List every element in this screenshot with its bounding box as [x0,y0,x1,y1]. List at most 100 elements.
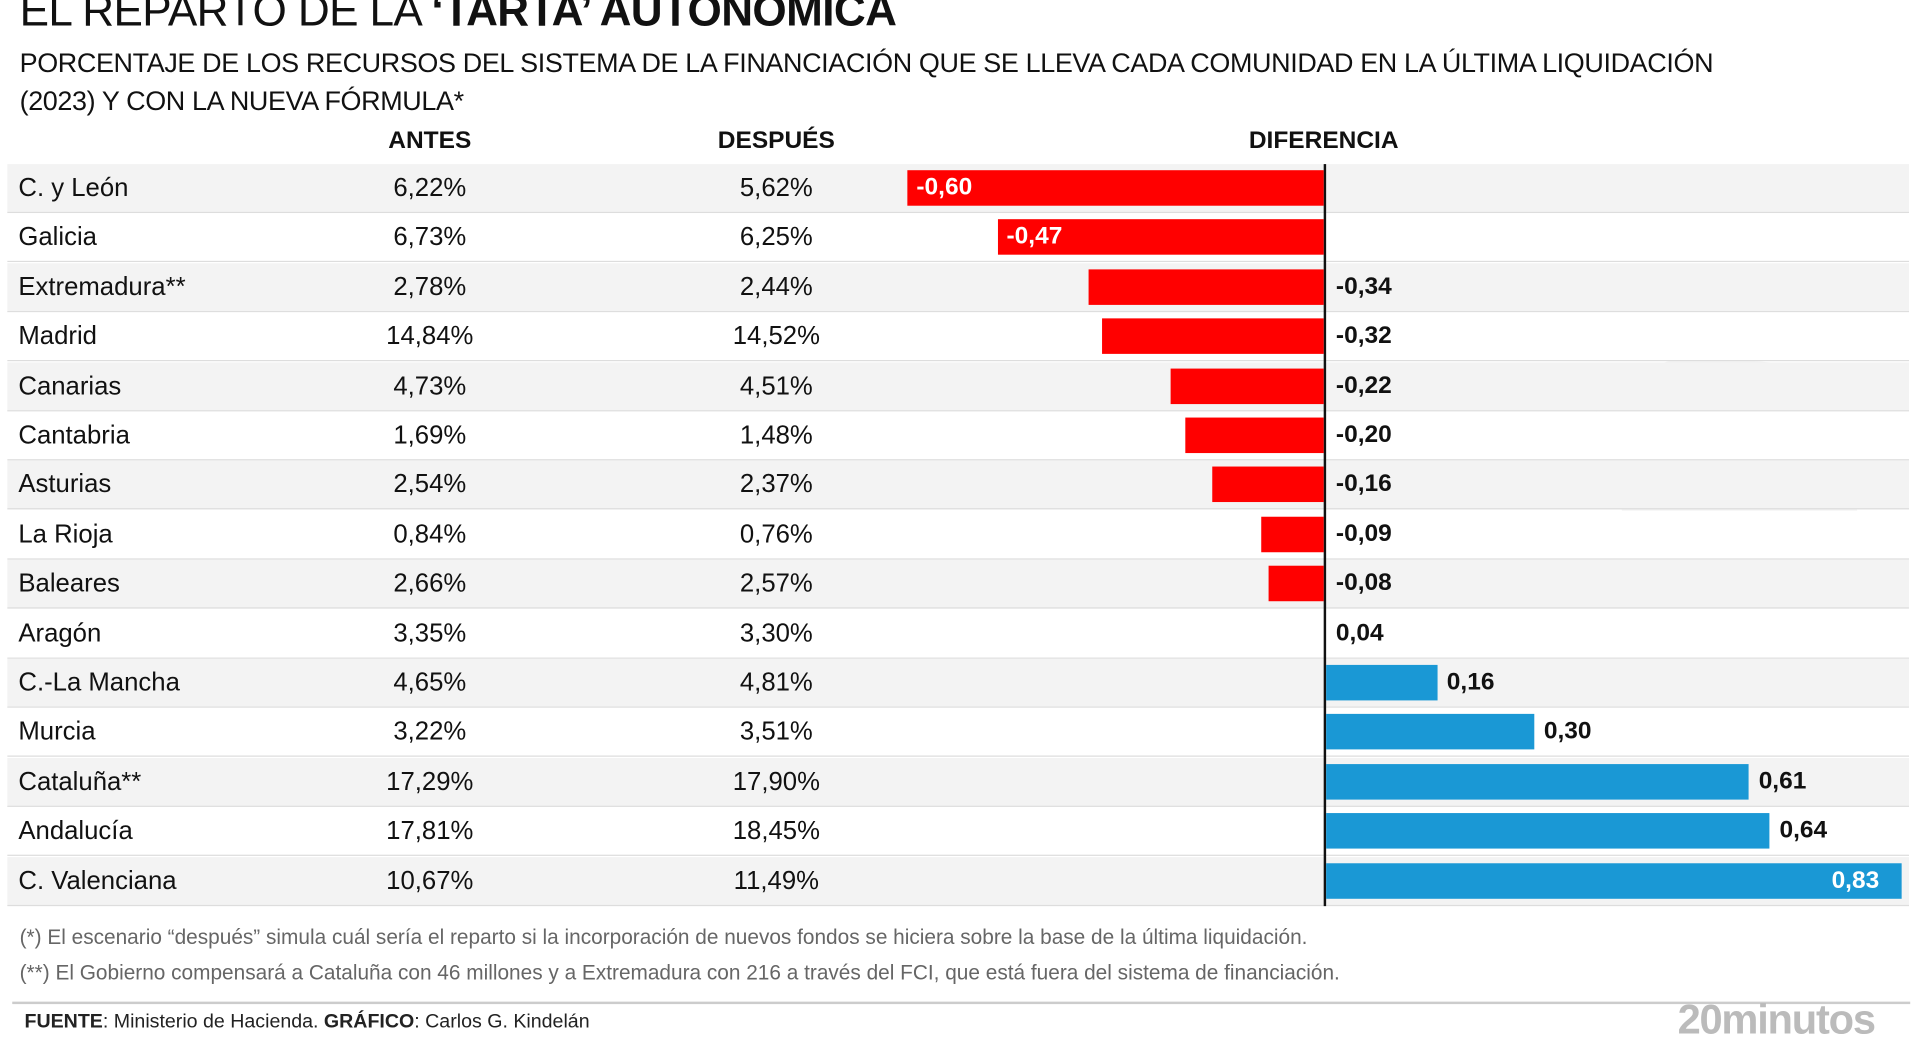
subtitle: PORCENTAJE DE LOS RECURSOS DEL SISTEMA D… [19,47,1714,117]
despues-value: 1,48% [739,421,813,450]
negative-diff-bar [1185,417,1324,454]
positive-diff-bar [1326,664,1438,701]
region-name: Aragón [18,619,102,648]
antes-value: 6,73% [393,223,467,252]
antes-value: 4,65% [393,668,467,697]
positive-diff-bar [1326,862,1902,899]
negative-diff-bar [907,170,1324,206]
positive-diff-bar [1326,813,1770,849]
region-name: Cantabria [18,421,130,450]
diff-label: -0,32 [1335,322,1392,350]
antes-value: 2,54% [393,470,467,499]
antes-value: 0,84% [393,520,467,549]
diff-label: 0,04 [1335,619,1384,647]
diff-label: -0,34 [1335,272,1392,300]
region-name: Andalucía [18,816,133,846]
header-diferencia: DIFERENCIA [1248,127,1399,155]
despues-value: 18,45% [732,816,820,846]
header-despues: DESPUÉS [717,127,835,155]
antes-value: 3,35% [393,619,467,648]
table-row: Aragón 3,35% 3,30% [7,609,1909,659]
antes-value: 4,73% [393,371,467,400]
negative-diff-bar [1171,368,1324,404]
source-label: FUENTE [24,1011,103,1033]
region-name: Galicia [18,223,97,252]
antes-value: 14,84% [386,322,474,351]
antes-value: 17,81% [386,816,474,846]
table-row: La Rioja 0,84% 0,76% [7,510,1909,560]
divider [12,1001,1911,1004]
table-row: Galicia 6,73% 6,25% [7,213,1909,263]
title: EL REPARTO DE LA ‘TARTA’ AUTONÓMICA [20,0,897,37]
title-bold: ‘TARTA’ AUTONÓMICA [431,0,897,36]
despues-value: 0,76% [739,520,813,549]
negative-diff-bar [997,219,1324,256]
region-name: Extremadura** [18,272,186,301]
table-row: Murcia 3,22% 3,51% [7,708,1909,758]
diff-label: -0,60 [916,173,973,201]
source-text: : Ministerio de Hacienda. [102,1011,324,1033]
negative-diff-bar [1101,318,1324,355]
diff-label: 0,83 [1831,866,1880,894]
table-row: Canarias 4,73% 4,51% [7,361,1909,411]
despues-value: 11,49% [733,866,819,895]
region-name: C. Valenciana [18,866,177,895]
graphic-text: : Carlos G. Kindelán [414,1011,590,1033]
title-regular: EL REPARTO DE LA [19,0,432,36]
antes-value: 2,78% [393,272,467,301]
logo-20minutos: 20minutos [1677,996,1876,1044]
table-row: Extremadura** 2,78% 2,44% [7,263,1909,312]
despues-value: 4,51% [739,371,813,400]
positive-diff-bar [1326,763,1749,800]
table-row: Madrid 14,84% 14,52% [7,312,1909,362]
diff-label: -0,22 [1335,371,1392,399]
region-name: Baleares [18,569,120,598]
table-row: Baleares 2,66% 2,57% [7,559,1909,609]
region-name: Madrid [18,322,97,351]
despues-value: 2,57% [739,569,813,598]
region-name: C. y León [18,173,129,203]
region-name: Cataluña** [18,767,142,796]
header-antes: ANTES [388,127,472,155]
negative-diff-bar [1212,467,1324,503]
despues-value: 2,37% [739,470,813,499]
zero-axis [1323,164,1327,907]
diff-label: 0,61 [1758,767,1807,795]
diff-label: -0,20 [1335,421,1392,449]
despues-value: 17,90% [732,767,820,796]
antes-value: 6,22% [393,173,467,203]
graphic-label: GRÁFICO [323,1011,415,1033]
antes-value: 2,66% [393,569,467,598]
table-row: Cantabria 1,69% 1,48% [7,411,1909,461]
antes-value: 1,69% [393,421,467,450]
region-name: Canarias [18,371,122,400]
diff-label: 0,16 [1446,668,1495,696]
table-row: Asturias 2,54% 2,37% [7,460,1909,510]
despues-value: 5,62% [739,173,813,203]
despues-value: 14,52% [732,322,820,351]
source-credit: FUENTE: Ministerio de Hacienda. GRÁFICO:… [24,1011,589,1033]
diff-label: -0,47 [1006,223,1063,251]
region-name: Murcia [18,718,96,747]
antes-value: 10,67% [386,866,474,895]
despues-value: 2,44% [739,272,813,301]
negative-diff-bar [1088,269,1324,305]
despues-value: 3,51% [739,718,813,747]
footnote-1: (*) El escenario “después” simula cuál s… [19,925,1308,949]
negative-diff-bar [1268,565,1324,602]
despues-value: 3,30% [739,619,813,648]
table-row: C.-La Mancha 4,65% 4,81% [7,658,1909,708]
diff-label: 0,30 [1543,718,1592,745]
antes-value: 3,22% [393,718,467,747]
despues-value: 4,81% [739,668,813,697]
region-name: C.-La Mancha [18,668,180,697]
region-name: Asturias [18,470,112,499]
diff-label: -0,09 [1335,520,1392,548]
despues-value: 6,25% [739,223,813,252]
antes-value: 17,29% [386,767,474,796]
footnote-2: (**) El Gobierno compensará a Cataluña c… [19,961,1340,985]
region-name: La Rioja [18,520,113,549]
diff-label: 0,64 [1779,816,1828,844]
positive-diff-bar [1326,714,1535,750]
negative-diff-bar [1261,516,1324,553]
